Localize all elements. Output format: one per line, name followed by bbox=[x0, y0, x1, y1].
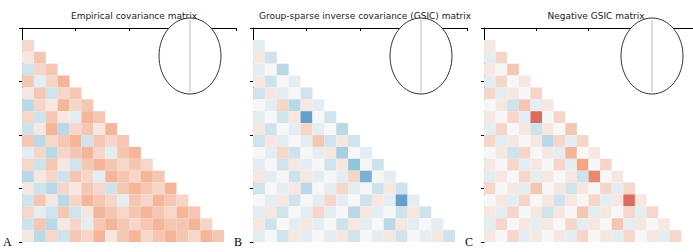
svg-text:Empirical covariance matrix: Empirical covariance matrix bbox=[71, 11, 198, 21]
svg-text:A: A bbox=[3, 235, 12, 249]
svg-text:Negative GSIC matrix: Negative GSIC matrix bbox=[547, 11, 645, 21]
svg-text:C: C bbox=[465, 235, 473, 249]
svg-text:Group-sparse inverse covarianc: Group-sparse inverse covariance (GSIC) m… bbox=[259, 11, 472, 21]
svg-text:B: B bbox=[234, 235, 242, 249]
